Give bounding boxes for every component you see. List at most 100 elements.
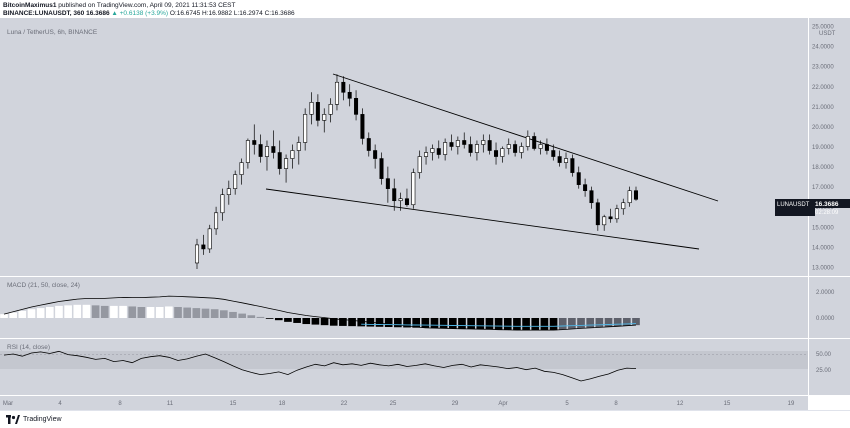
candle-down	[449, 142, 454, 147]
time-axis-bg	[0, 395, 808, 410]
candle-up	[455, 140, 460, 147]
candle-up	[245, 140, 250, 163]
candle-up	[239, 162, 244, 175]
candle-up	[417, 156, 422, 173]
candle-up	[443, 142, 448, 155]
price-badge-value-bg	[813, 199, 850, 208]
macd-histogram-bar	[64, 305, 72, 318]
candle-down	[494, 150, 499, 157]
rsi-label: RSI (14, close)	[7, 344, 50, 351]
price-tick-label: 25.0000	[812, 25, 834, 31]
macd-tick-label: 2.0000	[816, 290, 835, 296]
macd-histogram-bar	[284, 318, 292, 322]
macd-histogram-bar	[320, 318, 329, 326]
candle-up	[538, 144, 543, 149]
candle-down	[201, 244, 206, 250]
candle-down	[557, 156, 562, 163]
macd-histogram-bar	[110, 305, 118, 318]
published-text: published on TradingView.com, April 09, …	[58, 2, 236, 9]
macd-histogram-bar	[503, 318, 512, 330]
macd-histogram-bar	[27, 309, 36, 318]
tradingview-logo[interactable]: TradingView	[6, 414, 62, 426]
macd-histogram-bar	[494, 318, 503, 330]
candle-down	[252, 140, 257, 145]
publish-info: BitcoinMaximus1 published on TradingView…	[0, 1, 850, 11]
macd-histogram-bar	[238, 313, 246, 318]
candle-down	[354, 98, 359, 115]
candle-up	[214, 212, 219, 230]
macd-histogram-bar	[100, 305, 109, 318]
macd-histogram-bar	[73, 304, 82, 318]
candle-up	[303, 114, 308, 143]
candle-up	[328, 104, 333, 115]
macd-histogram-bar	[119, 305, 127, 318]
brand-name: TradingView	[23, 416, 62, 423]
candle-down	[366, 138, 371, 151]
macd-histogram-bar	[476, 318, 485, 330]
macd-histogram-bar	[229, 311, 237, 318]
time-tick-label: 11	[167, 401, 174, 407]
candle-up	[334, 81, 339, 105]
macd-line	[3, 295, 637, 331]
macd-histogram-bar	[192, 308, 201, 318]
candle-up	[621, 202, 626, 210]
macd-tick-label: 0.0000	[816, 316, 835, 322]
time-tick-label: 4	[58, 401, 62, 407]
candle-down	[315, 102, 320, 121]
symbol-info: BINANCE:LUNAUSDT, 360 16.3686 ▲ +0.6138 …	[0, 9, 850, 19]
candle-up	[627, 190, 632, 204]
candle-up	[424, 152, 429, 157]
macd-histogram-bar	[540, 318, 549, 331]
candle-up	[309, 102, 314, 115]
macd-histogram-bar	[265, 318, 274, 319]
time-tick-label: 8	[118, 401, 122, 407]
macd-histogram-bar	[91, 305, 100, 318]
candle-down	[436, 148, 441, 155]
price-tick-label: 19.0000	[812, 145, 834, 151]
macd-histogram-bar	[137, 307, 146, 318]
price-tick-label: 20.0000	[812, 125, 834, 131]
publisher-name: BitcoinMaximus1	[3, 2, 57, 9]
time-tick-label: 5	[565, 401, 569, 407]
macd-histogram-bar	[430, 318, 439, 329]
candle-down	[462, 140, 467, 145]
candle-down	[271, 146, 276, 153]
time-tick-label: 8	[614, 401, 618, 407]
macd-histogram-bar	[210, 309, 219, 318]
macd-histogram-bar	[55, 305, 63, 318]
macd-histogram-bar	[558, 318, 567, 330]
rsi-tick-label: 50.00	[816, 352, 832, 358]
candle-up	[195, 244, 200, 264]
candle-up	[290, 150, 295, 159]
macd-histogram-bar	[311, 318, 320, 325]
candle-down	[532, 136, 537, 149]
candle-down	[595, 202, 600, 226]
price-tick-label: 17.0000	[812, 185, 834, 191]
macd-histogram-bar	[9, 312, 17, 318]
candle-up	[519, 146, 524, 153]
macd-histogram-bar	[623, 318, 631, 326]
price-tick-label: 13.0000	[812, 265, 834, 271]
macd-histogram-bar	[201, 308, 210, 318]
footer: TradingView	[0, 410, 850, 428]
macd-histogram-bar	[174, 307, 182, 318]
time-tick-label: 19	[788, 401, 795, 407]
macd-histogram-bar	[613, 318, 622, 327]
time-tick-label: 18	[279, 401, 286, 407]
price-badge-countdown: 02:28:09	[815, 210, 839, 216]
macd-histogram-bar	[384, 318, 393, 328]
candle-down	[589, 190, 594, 204]
last-price: 16.3686	[86, 10, 110, 17]
candle-up	[264, 146, 269, 157]
candle-down	[258, 144, 263, 157]
chart-area[interactable]: Luna / TetherUS, 6h, BINANCE MACD (21, 5…	[0, 18, 850, 410]
rsi-band	[0, 351, 808, 369]
tradingview-logo-icon	[6, 414, 20, 424]
macd-histogram-bar	[458, 318, 466, 329]
macd-histogram-bar	[155, 307, 164, 318]
macd-histogram-bar	[485, 318, 494, 330]
macd-histogram-bar	[18, 310, 27, 318]
candle-down	[633, 190, 638, 200]
macd-histogram-bar	[82, 304, 91, 318]
time-tick-label: 15	[724, 401, 731, 407]
